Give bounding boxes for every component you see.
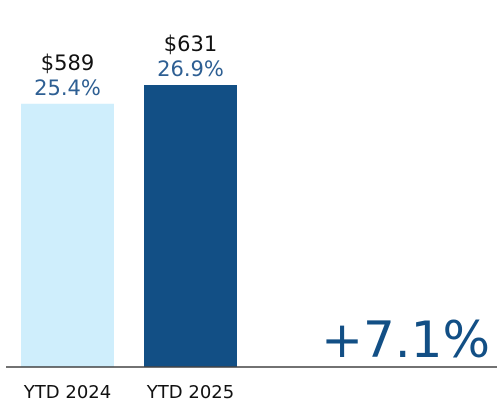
percent-label-1: 25.4% xyxy=(34,76,101,100)
x-tick-label-1: YTD 2024 xyxy=(23,382,111,403)
value-label-1: $589 xyxy=(41,51,94,75)
x-tick-label-2: YTD 2025 xyxy=(146,382,234,403)
bar-1 xyxy=(21,103,114,367)
bar-2 xyxy=(144,85,237,367)
bars xyxy=(21,85,237,367)
percent-label-2: 26.9% xyxy=(157,57,224,81)
change-label: +7.1% xyxy=(321,311,490,369)
value-label-2: $631 xyxy=(164,32,217,56)
